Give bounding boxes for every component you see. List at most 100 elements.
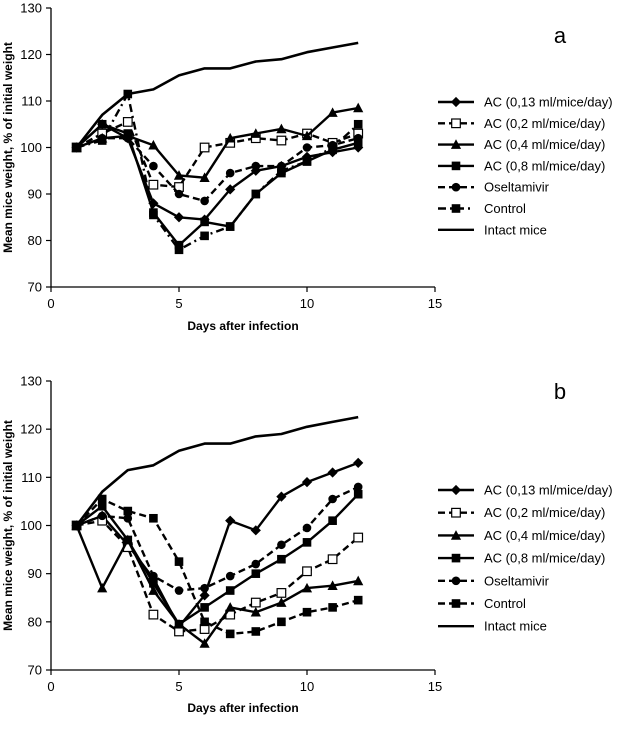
legend-item: Control	[438, 596, 526, 611]
series-line	[75, 123, 359, 247]
data-point	[225, 629, 235, 639]
legend-label: AC (0,13 ml/mice/day)	[484, 483, 613, 498]
legend-item: AC (0,4 ml/mice/day)	[438, 528, 605, 543]
legend-swatch-marker	[451, 507, 461, 518]
y-tick-label: 100	[20, 518, 42, 533]
data-point	[276, 135, 287, 146]
data-point	[353, 532, 364, 543]
data-point	[328, 494, 337, 504]
series-line	[76, 519, 359, 633]
data-point	[302, 607, 312, 617]
data-point	[200, 583, 209, 593]
legend-label: Intact mice	[484, 222, 547, 237]
data-point	[251, 161, 261, 171]
data-point	[353, 482, 363, 492]
legend-swatch-marker	[451, 599, 461, 608]
legend-swatch-marker	[451, 204, 461, 213]
legend-swatch-marker	[450, 530, 462, 540]
y-tick-label: 110	[21, 94, 42, 109]
data-point	[174, 619, 184, 629]
data-point	[123, 129, 133, 138]
data-point	[302, 566, 312, 577]
data-point	[251, 559, 261, 569]
data-point	[277, 166, 286, 176]
data-point	[200, 217, 209, 227]
legend-item: Intact mice	[438, 619, 547, 634]
legend-label: Control	[484, 596, 526, 611]
data-point	[199, 172, 210, 183]
data-point	[97, 494, 107, 504]
data-point	[328, 516, 337, 525]
data-point	[301, 582, 313, 593]
panel-letter: b	[554, 379, 566, 404]
data-point	[328, 603, 337, 612]
y-tick-label: 80	[28, 233, 42, 248]
x-tick-label: 5	[175, 296, 182, 311]
data-point	[250, 597, 261, 608]
data-point	[353, 138, 363, 148]
series-line	[76, 461, 359, 628]
data-point	[122, 117, 133, 127]
data-point	[149, 513, 158, 523]
data-point	[199, 142, 210, 153]
data-point	[174, 189, 184, 199]
data-point	[250, 525, 261, 536]
legend-label: Control	[484, 201, 526, 216]
data-point	[199, 590, 210, 601]
data-point	[200, 617, 209, 627]
series-line	[75, 415, 359, 527]
legend-item: AC (0,8 ml/mice/day)	[438, 551, 605, 566]
data-point	[353, 119, 363, 129]
data-point	[149, 161, 158, 171]
data-point	[173, 212, 185, 223]
legend-item: AC (0,13 ml/mice/day)	[438, 95, 613, 110]
series-line	[76, 106, 359, 179]
data-point	[123, 535, 133, 545]
legend-item: Oseltamivir	[438, 573, 550, 588]
data-point	[174, 586, 184, 595]
legend-swatch-marker	[451, 553, 461, 563]
data-point	[302, 157, 312, 166]
data-point	[327, 107, 338, 117]
data-point	[353, 102, 364, 113]
data-point	[225, 132, 236, 143]
legend-label: AC (0,8 ml/mice/day)	[484, 158, 605, 173]
data-point	[353, 575, 364, 586]
series-6	[75, 415, 359, 527]
series-line	[76, 120, 359, 189]
data-point	[327, 554, 338, 565]
data-point	[301, 130, 313, 141]
data-point	[200, 603, 209, 612]
legend-label: AC (0,4 ml/mice/day)	[484, 528, 605, 543]
data-point	[148, 179, 159, 190]
y-tick-label: 80	[28, 614, 42, 629]
data-point	[149, 571, 158, 581]
legend-label: Oseltamivir	[484, 180, 550, 195]
x-axis-label: Days after infection	[187, 701, 298, 715]
data-point	[225, 184, 236, 195]
legend-label: AC (0,13 ml/mice/day)	[484, 95, 613, 110]
data-point	[353, 595, 363, 605]
data-point	[123, 133, 133, 143]
data-point	[97, 501, 107, 511]
data-point	[276, 597, 287, 607]
y-axis-label: Mean mice weight, % of initial weight	[1, 42, 15, 253]
series-1	[71, 515, 364, 637]
y-tick-label: 70	[28, 663, 42, 678]
data-point	[302, 143, 312, 152]
data-point	[225, 602, 236, 612]
legend-swatch-marker	[450, 96, 462, 108]
data-point	[276, 588, 287, 598]
legend-swatch-marker	[451, 182, 461, 192]
y-tick-label: 100	[20, 140, 42, 155]
x-tick-label: 0	[47, 296, 54, 311]
data-point	[199, 638, 210, 648]
data-point	[225, 222, 235, 231]
legend-item: AC (0,2 ml/mice/day)	[438, 116, 605, 131]
data-point	[123, 506, 133, 516]
data-point	[327, 580, 338, 591]
series-line	[76, 92, 360, 252]
data-point	[225, 168, 235, 178]
data-point	[251, 569, 261, 578]
legend-swatch-marker	[450, 139, 462, 149]
